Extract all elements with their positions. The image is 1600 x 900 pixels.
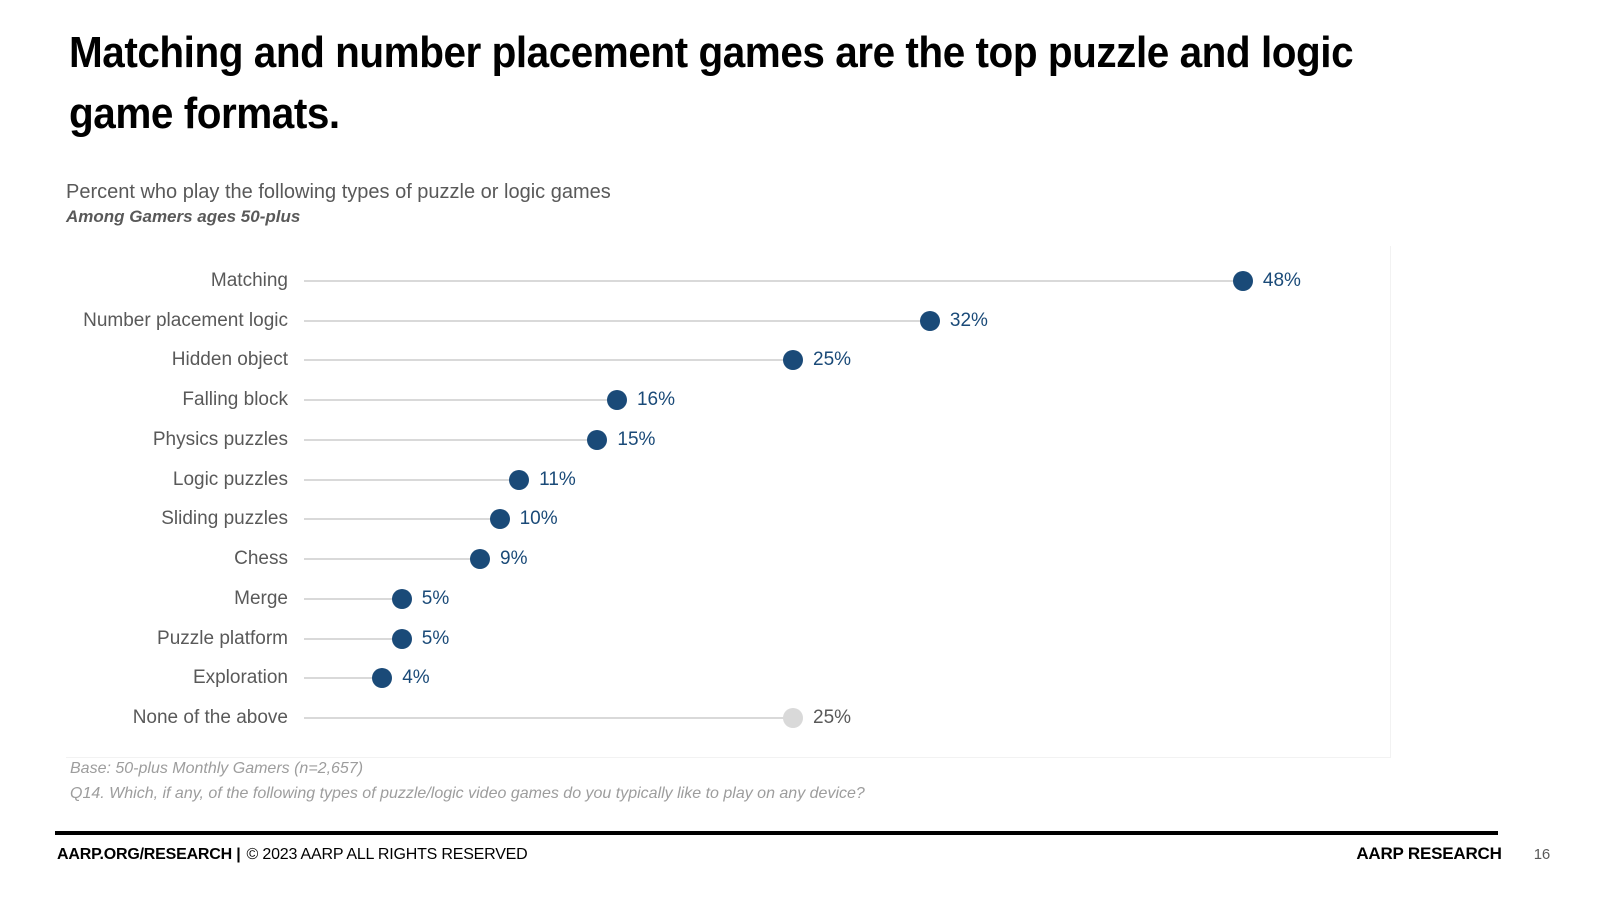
- chart-audience-note: Among Gamers ages 50-plus: [66, 207, 301, 226]
- chart-subtitle: Percent who play the following types of …: [66, 181, 611, 203]
- leader-line: [304, 359, 793, 362]
- data-point-value: 5%: [421, 627, 450, 649]
- data-point-value: 5%: [421, 587, 450, 609]
- chart-row: Hidden object 25%: [66, 341, 1282, 381]
- row-plot-area: 9%: [304, 539, 1282, 579]
- data-point-value: 9%: [500, 548, 528, 570]
- data-point-dot: [391, 588, 412, 609]
- data-point-value: 16%: [636, 389, 675, 411]
- footnote-question: Q14. Which, if any, of the following typ…: [70, 785, 865, 802]
- leader-line: [304, 438, 598, 441]
- leader-line: [304, 518, 500, 521]
- row-plot-area: 10%: [304, 500, 1282, 540]
- data-point-dot: [919, 310, 940, 331]
- footer-brand: AARP RESEARCH: [1356, 844, 1502, 863]
- data-point-dot: [391, 628, 412, 649]
- leader-line: [304, 319, 930, 322]
- leader-line: [304, 717, 793, 720]
- leader-line: [304, 637, 402, 640]
- chart-row: Physics puzzles 15%: [66, 420, 1282, 460]
- dot-plot-chart: Matching 48% Number placement logic 32% Hidd…: [66, 261, 1301, 738]
- category-label: Chess: [234, 548, 288, 570]
- row-plot-area: 16%: [304, 380, 1282, 420]
- category-label: Merge: [234, 587, 288, 609]
- footer-left: AARP.ORG/RESEARCH | © 2023 AARP ALL RIGHT…: [57, 846, 528, 864]
- chart-footnotes: Base: 50-plus Monthly Gamers (n=2,657) Q…: [70, 756, 865, 806]
- footer-org-link: AARP.ORG/RESEARCH |: [57, 846, 241, 863]
- leader-line: [304, 558, 481, 561]
- chart-row: None of the above 25%: [66, 698, 1282, 738]
- leader-line: [304, 399, 617, 402]
- data-point-dot: [470, 549, 491, 570]
- category-label: Exploration: [192, 667, 288, 689]
- data-point-value: 4%: [402, 667, 430, 689]
- chart-row: Merge 5%: [66, 579, 1282, 619]
- chart-row: Falling block 16%: [66, 380, 1282, 420]
- category-label: None of the above: [132, 707, 288, 729]
- chart-row: Puzzle platform 5%: [66, 619, 1282, 659]
- category-label: Matching: [210, 269, 288, 291]
- footer-right: AARP RESEARCH 16: [1356, 844, 1550, 864]
- row-plot-area: 32%: [304, 301, 1282, 341]
- data-point-dot: [1232, 270, 1253, 291]
- row-plot-area: 25%: [304, 341, 1282, 381]
- category-label: Falling block: [182, 389, 288, 411]
- category-label: Sliding puzzles: [161, 508, 288, 530]
- chart-row: Chess 9%: [66, 539, 1282, 579]
- chart-row: Sliding puzzles 10%: [66, 500, 1282, 540]
- data-point-dot-muted: [783, 708, 803, 729]
- data-point-value: 32%: [949, 309, 988, 331]
- footer-copyright: © 2023 AARP ALL RIGHTS RESERVED: [246, 846, 528, 863]
- leader-line: [304, 677, 383, 680]
- category-label: Physics puzzles: [152, 428, 288, 450]
- slide-title: Matching and number placement games are …: [69, 22, 1465, 144]
- row-plot-area: 5%: [304, 619, 1282, 659]
- data-point-dot: [606, 390, 627, 411]
- data-point-dot: [489, 509, 510, 530]
- data-point-value: 11%: [539, 468, 576, 490]
- category-label: Puzzle platform: [157, 627, 288, 649]
- slide-title-line-1: Matching and number placement games are …: [69, 28, 1354, 77]
- row-plot-area: 5%: [304, 579, 1282, 619]
- chart-row: Number placement logic 32%: [66, 301, 1282, 341]
- data-point-dot: [509, 469, 530, 490]
- category-label: Number placement logic: [83, 309, 288, 331]
- data-point-value: 25%: [813, 349, 852, 371]
- leader-line: [304, 597, 402, 600]
- leader-line: [304, 478, 520, 481]
- page-number: 16: [1533, 846, 1551, 863]
- row-plot-area: 15%: [304, 420, 1282, 460]
- leader-line: [304, 279, 1243, 282]
- category-label: Hidden object: [171, 349, 288, 371]
- chart-plot-frame: [66, 246, 1391, 758]
- footnote-base: Base: 50-plus Monthly Gamers (n=2,657): [70, 760, 364, 777]
- row-plot-area: 25%: [304, 698, 1282, 738]
- data-point-dot: [783, 350, 803, 371]
- data-point-value: 15%: [617, 428, 656, 450]
- row-plot-area: 48%: [304, 261, 1301, 301]
- data-point-value: 48%: [1262, 269, 1301, 291]
- data-point-value: 10%: [519, 508, 558, 530]
- data-point-dot: [372, 668, 393, 689]
- row-plot-area: 11%: [304, 460, 1282, 500]
- data-point-dot: [587, 429, 608, 450]
- category-label: Logic puzzles: [172, 468, 288, 490]
- footer-divider: [55, 831, 1498, 835]
- chart-row: Logic puzzles 11%: [66, 460, 1282, 500]
- footer-bar: AARP.ORG/RESEARCH | © 2023 AARP ALL RIGHT…: [57, 844, 1550, 864]
- chart-row: Exploration 4%: [66, 659, 1282, 699]
- data-point-value: 25%: [813, 707, 852, 729]
- slide-title-line-2: game formats.: [69, 89, 340, 138]
- row-plot-area: 4%: [304, 659, 1282, 699]
- chart-row: Matching 48%: [66, 261, 1301, 301]
